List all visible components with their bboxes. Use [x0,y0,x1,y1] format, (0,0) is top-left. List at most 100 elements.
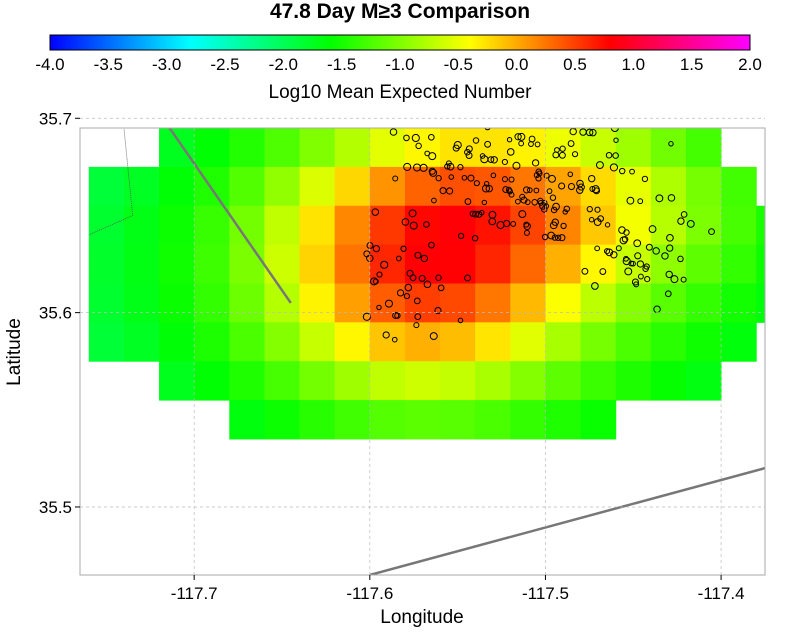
grid-cell [159,244,195,284]
epicenter-marker [618,167,626,175]
epicenter-marker [409,221,418,230]
epicenter-marker [444,163,451,170]
epicenter-marker [630,260,636,267]
grid-cell [510,244,546,284]
epicenter-marker [490,172,497,179]
epicenter-marker [457,232,465,240]
epicenter-marker [506,188,513,195]
epicenter-marker [429,168,438,177]
epicenter-marker [472,210,480,218]
epicenter-marker [453,141,462,150]
grid-cell [264,205,301,246]
plot-area: -117.7 -117.6 -117.5 -117.4 35.5 35.6 35.7 [39,22,766,603]
epicenter-marker [528,141,534,147]
epicenter-marker [418,274,426,282]
epicenter-marker [581,267,589,275]
epicenter-marker [571,151,579,158]
grid-cell [580,128,617,129]
grid-cell [650,322,687,362]
grid-cell [194,244,230,284]
grid-cell [510,128,546,168]
epicenter-marker [488,217,497,226]
plot-content [88,22,765,575]
fault-line [168,128,292,304]
epicenter-marker [471,234,479,242]
grid-cell [580,400,617,440]
grid-cell [264,166,301,207]
colorbar-tick-label: -2.0 [269,55,298,74]
epicenter-marker [567,183,576,191]
epicenter-marker [648,225,657,234]
epicenter-marker [631,278,639,286]
epicenter-marker [464,198,472,205]
epicenter-marker [481,199,488,206]
grid-cell [334,322,371,362]
grid-cell [299,244,336,284]
epicenter-marker [637,273,644,280]
epicenter-marker [403,134,410,142]
colorbar: -4.0 -3.5 -3.0 -2.5 -2.0 -1.5 -1.0 -0.5 0.0 0.5 1.… [35,34,762,74]
grid-cell [721,205,757,246]
epicenter-marker [666,234,674,242]
grid-cell [334,205,371,246]
epicenter-marker [489,106,496,113]
grid-cell [685,205,722,246]
epicenter-marker [508,176,515,183]
epicenter-marker [661,252,669,260]
epicenter-marker [593,187,601,195]
grid-cell [123,283,160,323]
epicenter-marker [434,306,442,315]
grid-cell [123,322,160,362]
epicenter-marker [666,244,674,252]
grid-cell [475,361,511,401]
grid-cell [510,400,546,440]
epicenter-marker [483,181,490,187]
grid-cell [545,128,582,129]
grid-cell [123,244,160,284]
colorbar-tick-label: 0.5 [563,55,587,74]
epicenter-marker [473,180,480,187]
epicenter-marker [641,175,649,183]
epicenter-marker [429,332,438,341]
epicenter-marker [465,145,473,153]
epicenter-marker [479,209,485,216]
grid-cell [88,322,125,362]
epicenter-marker [457,317,464,324]
epicenter-marker [667,194,676,202]
epicenter-marker [508,191,515,198]
colorbar-tick-label: -1.5 [327,55,356,74]
grid-cell [615,283,652,323]
epicenter-marker [464,121,470,127]
epicenter-marker [435,28,440,33]
epicenter-marker [392,311,400,319]
colorbar-tick-label: 1.5 [680,55,704,74]
epicenter-marker [482,75,489,82]
epicenter-marker [558,182,566,190]
grid-cell [404,128,441,168]
epicenter-marker [372,245,380,253]
grid-cell [756,205,765,246]
epicenter-marker [605,248,614,257]
grid-cell [159,322,195,362]
epicenter-marker [548,174,556,183]
grid-cell [159,283,195,323]
grid-cell [334,244,371,284]
x-tick-label: -117.4 [698,584,745,603]
epicenter-marker [531,198,538,206]
grid-cell [756,283,765,323]
colorbar-tick-label: 2.0 [738,55,762,74]
epicenter-marker [454,22,461,29]
grid-cell [545,322,582,362]
epicenter-marker [501,176,508,183]
epicenter-marker [558,234,566,242]
grid-cell [685,322,722,362]
epicenter-marker [464,274,471,282]
epicenter-marker [586,206,593,213]
grid-cell [615,128,652,168]
grid-cell [299,361,336,401]
grid-cell [194,205,230,246]
epicenter-marker [450,113,456,119]
epicenter-marker [413,322,420,329]
grid-cell [440,128,476,168]
epicenter-marker [621,236,629,243]
